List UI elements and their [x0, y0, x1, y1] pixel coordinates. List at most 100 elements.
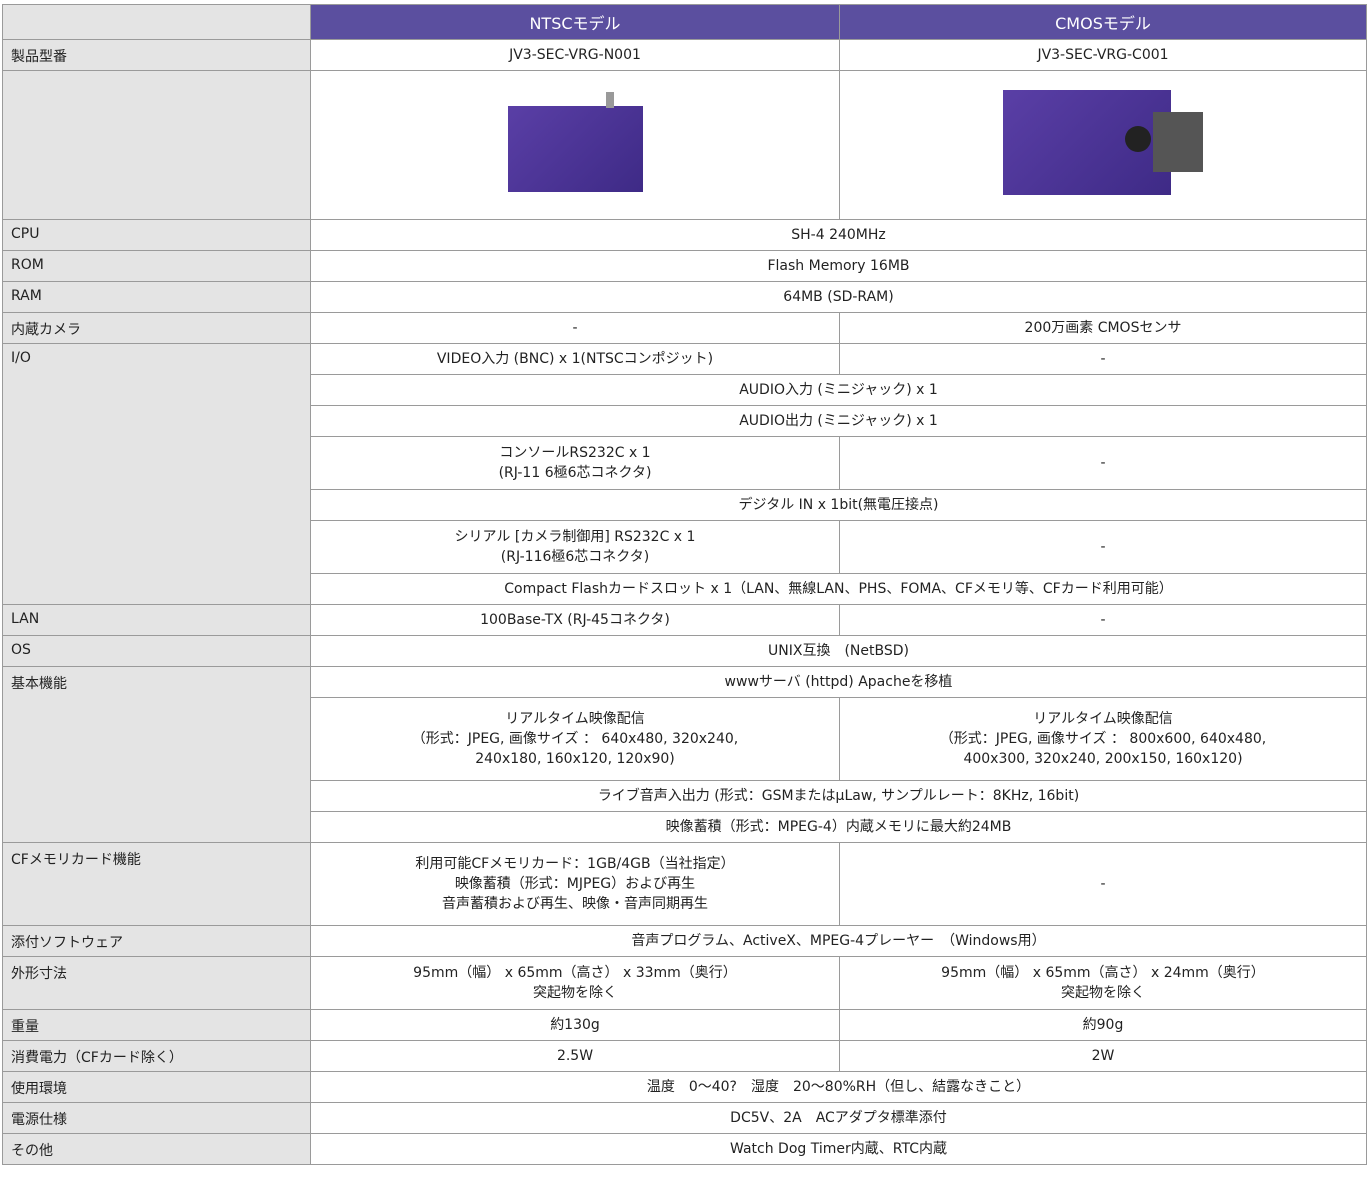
device-image: [507, 92, 643, 192]
cell-line: 映像蓄積（形式：MJPEG）および再生: [454, 876, 696, 892]
value-cell: AUDIO出力 (ミニジャック) x 1: [310, 405, 1367, 437]
value-cell: Watch Dog Timer内蔵、RTC内蔵: [310, 1133, 1367, 1165]
table-row: RAM 64MB (SD-RAM): [2, 281, 1367, 313]
table-row: デジタル IN x 1bit(無電圧接点): [3, 489, 1367, 521]
label-cell: CFメモリカード機能: [2, 842, 311, 926]
table-row: 映像蓄積（形式：MPEG-4）内蔵メモリに最大約24MB: [3, 811, 1367, 843]
table-row: Compact Flashカードスロット x 1（LAN、無線LAN、PHS、F…: [3, 573, 1367, 605]
cell-line: 400x300, 320x240, 200x150, 160x120): [963, 751, 1243, 767]
value-cell: 64MB (SD-RAM): [310, 281, 1367, 313]
value-cell: 2W: [839, 1040, 1367, 1072]
cell-line: (RJ-116極6芯コネクタ): [500, 549, 650, 565]
table-row: OS UNIX互換 (NetBSD): [2, 635, 1367, 667]
label-cell: その他: [2, 1133, 311, 1165]
value-cell: 約130g: [310, 1009, 840, 1041]
cell-line: (RJ-11 6極6芯コネクタ): [498, 465, 652, 481]
table-row: CFメモリカード機能 利用可能CFメモリカード：1GB/4GB（当社指定） 映像蓄積…: [2, 842, 1367, 926]
label-cell: OS: [2, 635, 311, 667]
label-cell: LAN: [2, 604, 311, 636]
table-row: 内蔵カメラ -200万画素 CMOSセンサ: [2, 312, 1367, 344]
value-cell: -: [839, 343, 1367, 375]
value-cell: コンソールRS232C x 1 (RJ-11 6極6芯コネクタ): [310, 436, 840, 490]
value-cell: -: [839, 520, 1367, 574]
value-cell: Flash Memory 16MB: [310, 250, 1367, 282]
value-cell: VIDEO入力 (BNC) x 1(NTSCコンポジット): [310, 343, 840, 375]
cell-line: リアルタイム映像配信: [1033, 711, 1173, 727]
table-row: 基本機能 wwwサーバ (httpd) Apacheを移植: [2, 666, 1367, 843]
header-cell: NTSCモデル: [310, 4, 840, 40]
header-row: NTSCモデル CMOSモデル: [2, 4, 1367, 40]
cell-line: コンソールRS232C x 1: [499, 445, 651, 461]
table-row: その他 Watch Dog Timer内蔵、RTC内蔵: [2, 1133, 1367, 1165]
table-row: 外形寸法 95mm（幅） x 65mm（高さ） x 33mm（奥行） 突起物を除く 9…: [2, 956, 1367, 1010]
cell-line: 240x180, 160x120, 120x90): [475, 751, 675, 767]
table-row: CPU SH-4 240MHz: [2, 219, 1367, 251]
label-cell: [2, 70, 311, 220]
value-cell: 200万画素 CMOSセンサ: [839, 312, 1367, 344]
value-cell: UNIX互換 (NetBSD): [310, 635, 1367, 667]
value-cell: 2.5W: [310, 1040, 840, 1072]
cell-line: 利用可能CFメモリカード：1GB/4GB（当社指定）: [415, 856, 735, 872]
table-row: リアルタイム映像配信 （形式：JPEG, 画像サイズ ： 640x480, 320…: [3, 697, 1367, 781]
image-cell: [310, 70, 840, 220]
image-row: [2, 70, 1367, 220]
label-cell: I/O: [2, 343, 311, 605]
value-cell: 利用可能CFメモリカード：1GB/4GB（当社指定） 映像蓄積（形式：MJPEG）…: [310, 842, 840, 926]
device-image: [1003, 89, 1203, 195]
value-cell: シリアル [カメラ制御用] RS232C x 1 (RJ-116極6芯コネクタ): [310, 520, 840, 574]
value-cell: 温度 0～40? 湿度 20～80%RH（但し、結露なきこと）: [310, 1071, 1367, 1103]
value-cell: SH-4 240MHz: [310, 219, 1367, 251]
value-cell: AUDIO入力 (ミニジャック) x 1: [310, 374, 1367, 406]
label-cell: 電源仕様: [2, 1102, 311, 1134]
cell-line: リアルタイム映像配信: [505, 711, 645, 727]
label-cell: 消費電力（CFカード除く）: [2, 1040, 311, 1072]
value-cell: wwwサーバ (httpd) Apacheを移植: [310, 666, 1367, 698]
header-cell: CMOSモデル: [839, 4, 1367, 40]
value-cell: 95mm（幅） x 65mm（高さ） x 24mm（奥行） 突起物を除く: [839, 956, 1367, 1010]
cell-line: 突起物を除く: [533, 985, 617, 1001]
value-cell: 音声プログラム、ActiveX、MPEG-4プレーヤー （Windows用）: [310, 925, 1367, 957]
value-cell: JV3-SEC-VRG-N001: [310, 39, 840, 71]
spec-table: NTSCモデル CMOSモデル 製品型番 JV3-SEC-VRG-N001 JV3-…: [2, 4, 1367, 1165]
value-cell: JV3-SEC-VRG-C001: [839, 39, 1367, 71]
cell-line: 音声蓄積および再生、映像・音声同期再生: [442, 896, 708, 912]
value-cell: -: [839, 842, 1367, 926]
value-cell: デジタル IN x 1bit(無電圧接点): [310, 489, 1367, 521]
label-cell: 外形寸法: [2, 956, 311, 1010]
value-cell: 100Base-TX (RJ-45コネクタ): [310, 604, 840, 636]
cell-line: シリアル [カメラ制御用] RS232C x 1: [454, 529, 696, 545]
value-cell: -: [310, 312, 840, 344]
value-cell: 映像蓄積（形式：MPEG-4）内蔵メモリに最大約24MB: [310, 811, 1367, 843]
table-row: AUDIO出力 (ミニジャック) x 1: [3, 405, 1367, 437]
table-row: 製品型番 JV3-SEC-VRG-N001 JV3-SEC-VRG-C001: [2, 39, 1367, 71]
value-cell: DC5V、2A ACアダプタ標準添付: [310, 1102, 1367, 1134]
value-cell: リアルタイム映像配信 （形式：JPEG, 画像サイズ ： 800x600, 640…: [839, 697, 1367, 781]
table-row: ROM Flash Memory 16MB: [2, 250, 1367, 282]
cell-line: 95mm（幅） x 65mm（高さ） x 24mm（奥行）: [941, 965, 1265, 981]
label-cell: 基本機能: [2, 666, 311, 843]
table-body: 製品型番 JV3-SEC-VRG-N001 JV3-SEC-VRG-C001 CPU…: [2, 39, 1367, 1165]
value-cell: Compact Flashカードスロット x 1（LAN、無線LAN、PHS、F…: [310, 573, 1367, 605]
table-row: 電源仕様 DC5V、2A ACアダプタ標準添付: [2, 1102, 1367, 1134]
value-cell: ライブ音声入出力 (形式：GSMまたはμLaw, サンプルレート：8KHz, 1…: [310, 780, 1367, 812]
header-corner: [2, 4, 311, 40]
value-cell: 約90g: [839, 1009, 1367, 1041]
cell-line: 突起物を除く: [1061, 985, 1145, 1001]
cell-line: （形式：JPEG, 画像サイズ ： 640x480, 320x240,: [411, 731, 739, 747]
label-cell: 使用環境: [2, 1071, 311, 1103]
label-cell: 内蔵カメラ: [2, 312, 311, 344]
table-row: 消費電力（CFカード除く） 2.5W 2W: [2, 1040, 1367, 1072]
value-cell: -: [839, 604, 1367, 636]
label-cell: RAM: [2, 281, 311, 313]
value-cell: -: [839, 436, 1367, 490]
label-cell: ROM: [2, 250, 311, 282]
table-row: 重量 約130g 約90g: [2, 1009, 1367, 1041]
label-cell: 製品型番: [2, 39, 311, 71]
cell-line: （形式：JPEG, 画像サイズ ： 800x600, 640x480,: [939, 731, 1267, 747]
table-row: AUDIO入力 (ミニジャック) x 1: [3, 374, 1367, 406]
image-cell: [839, 70, 1367, 220]
label-cell: 添付ソフトウェア: [2, 925, 311, 957]
table-row: コンソールRS232C x 1 (RJ-11 6極6芯コネクタ) -: [3, 436, 1367, 490]
value-cell: リアルタイム映像配信 （形式：JPEG, 画像サイズ ： 640x480, 320…: [310, 697, 840, 781]
